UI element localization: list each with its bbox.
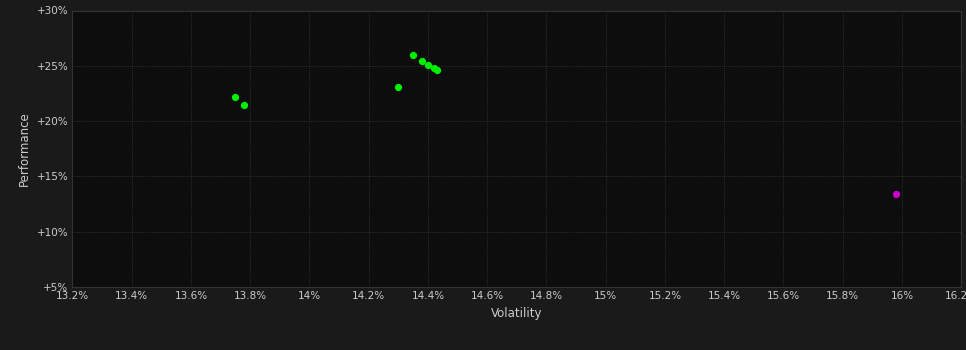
Point (426, 65, 441, 71)
Point (414, 58, 430, 64)
Point (889, 191, 904, 197)
X-axis label: Volatility: Volatility (491, 307, 543, 320)
Point (420, 62, 436, 68)
Point (228, 94, 243, 99)
Point (237, 102, 252, 107)
Y-axis label: Performance: Performance (18, 111, 31, 186)
Point (429, 68, 444, 73)
Point (406, 52, 421, 57)
Point (390, 84, 406, 90)
